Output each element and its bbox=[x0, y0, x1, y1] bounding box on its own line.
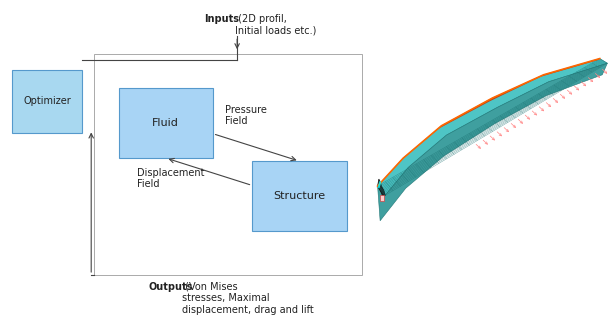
FancyBboxPatch shape bbox=[119, 88, 213, 158]
Polygon shape bbox=[376, 58, 599, 188]
Text: Pressure
Field: Pressure Field bbox=[225, 105, 267, 126]
Text: (Von Mises
stresses, Maximal
displacement, drag and lift
etc.): (Von Mises stresses, Maximal displacemen… bbox=[182, 282, 314, 316]
Text: Outputs: Outputs bbox=[149, 282, 193, 292]
Polygon shape bbox=[378, 63, 607, 221]
FancyBboxPatch shape bbox=[380, 195, 384, 201]
Polygon shape bbox=[378, 179, 385, 196]
FancyBboxPatch shape bbox=[252, 161, 347, 231]
Text: Inputs: Inputs bbox=[204, 14, 239, 24]
Text: Structure: Structure bbox=[274, 191, 325, 201]
Text: Displacement
Field: Displacement Field bbox=[137, 168, 204, 189]
Polygon shape bbox=[378, 58, 607, 195]
Text: (2D profil,
Initial loads etc.): (2D profil, Initial loads etc.) bbox=[235, 14, 317, 36]
Text: Fluid: Fluid bbox=[152, 118, 179, 128]
FancyBboxPatch shape bbox=[12, 70, 82, 133]
FancyBboxPatch shape bbox=[94, 54, 362, 275]
Text: Optimizer: Optimizer bbox=[23, 96, 71, 106]
